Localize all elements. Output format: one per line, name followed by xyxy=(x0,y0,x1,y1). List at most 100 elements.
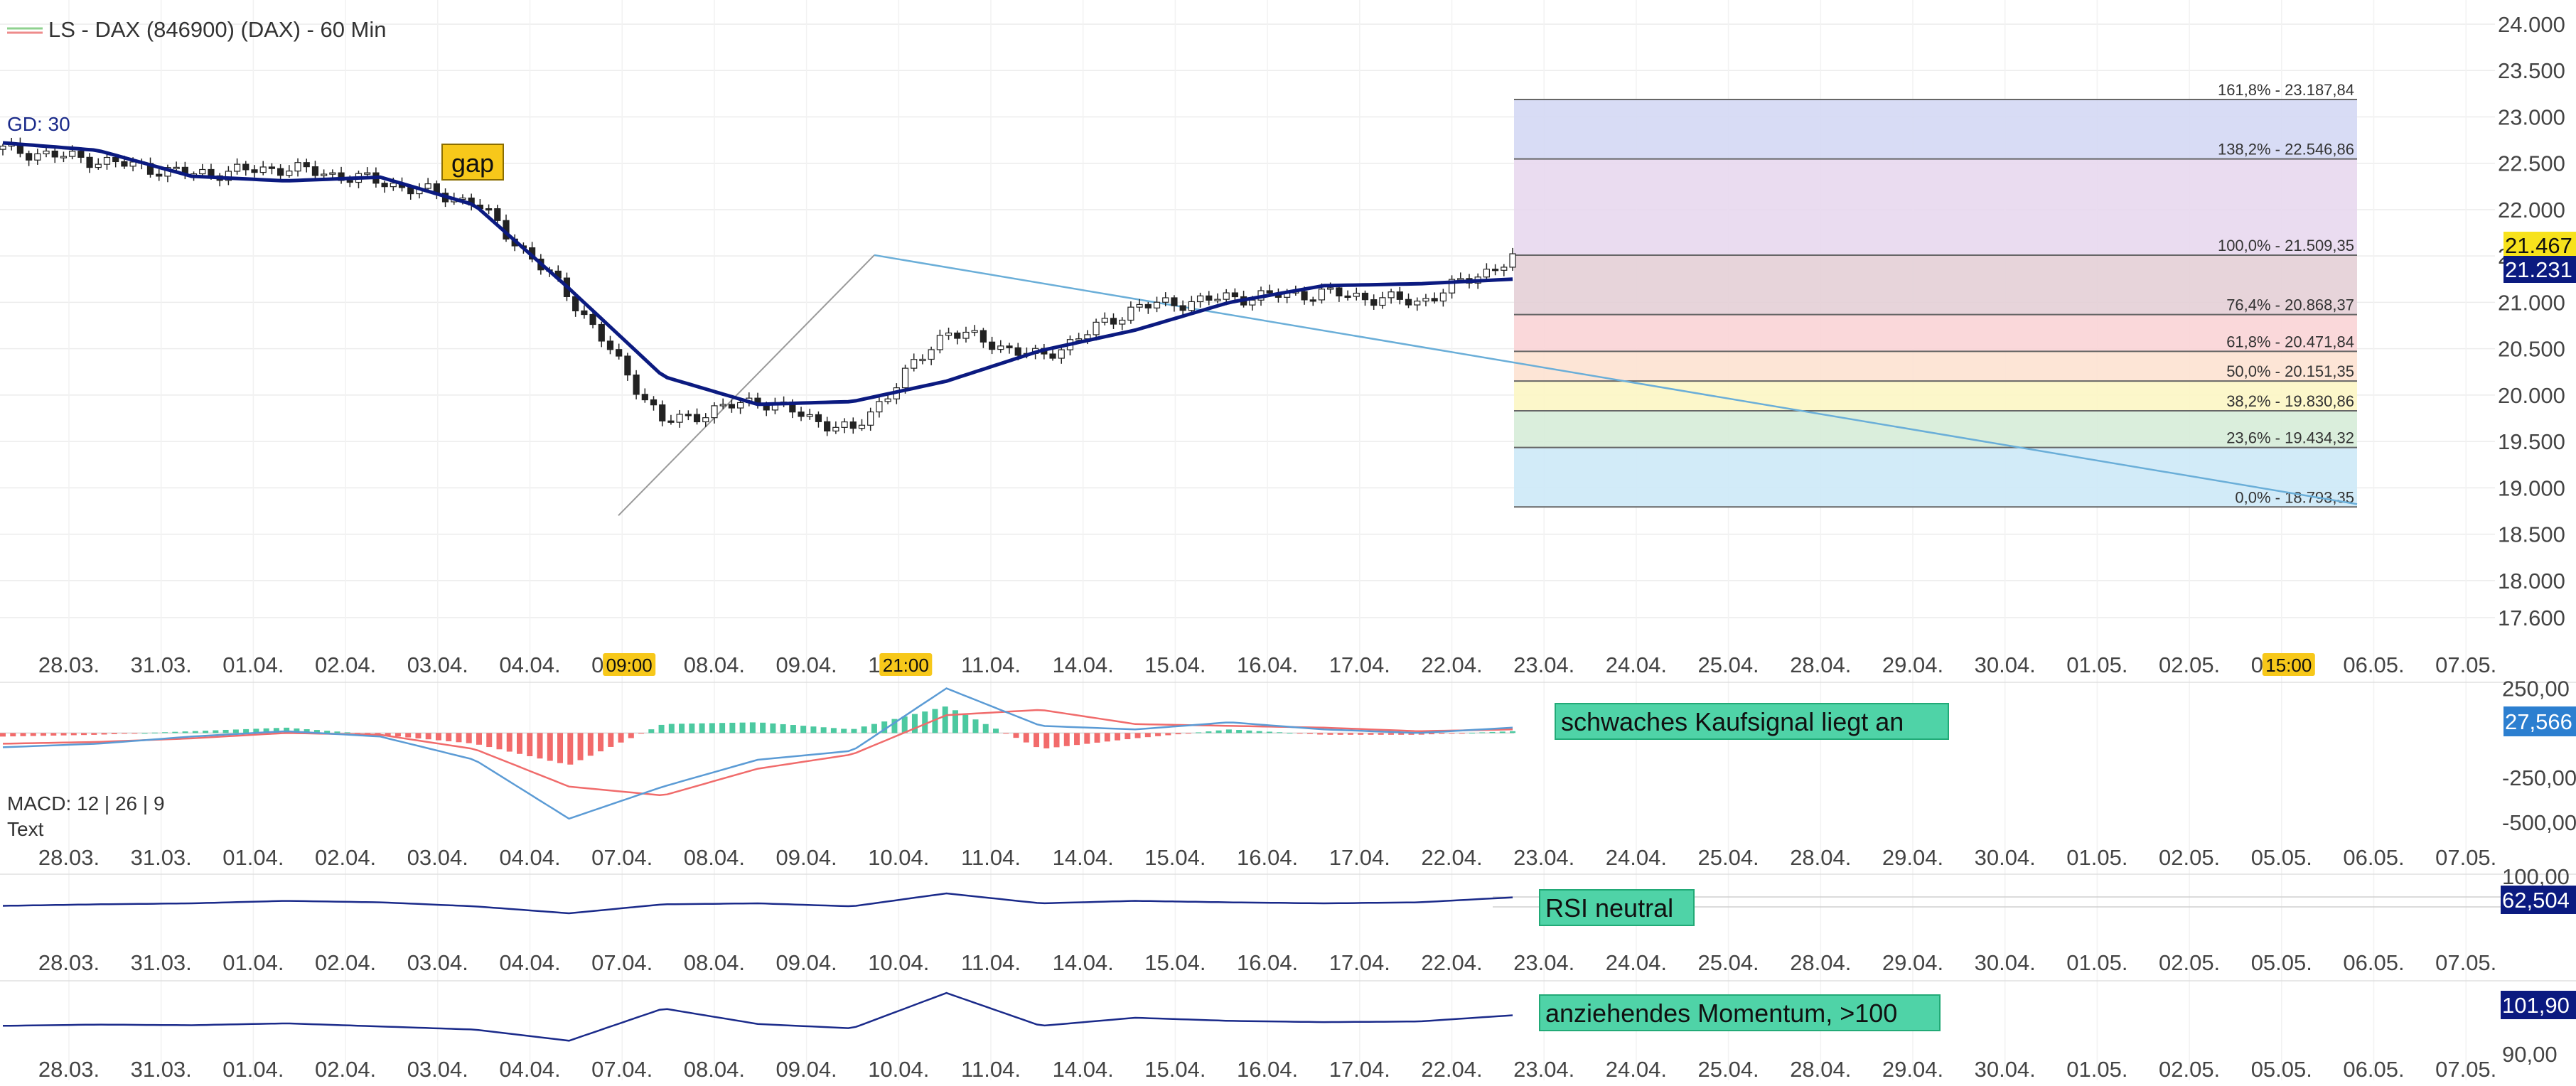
x-tick-label: 14.04. xyxy=(1053,1057,1114,1082)
candle-body xyxy=(156,173,163,177)
candle-body xyxy=(103,156,111,165)
time-marker-box xyxy=(2262,653,2315,676)
candle-body xyxy=(633,375,640,395)
macd-histogram-bar xyxy=(111,733,117,734)
x-tick-label: 06.05. xyxy=(2343,950,2404,975)
candle-body xyxy=(1231,292,1238,298)
candle-body xyxy=(876,401,883,413)
x-tick-label: 23.04. xyxy=(1513,652,1574,677)
candle-body xyxy=(311,166,319,176)
x-tick-label: 03.04. xyxy=(407,652,468,677)
macd-histogram-bar xyxy=(1225,729,1232,733)
candle-body xyxy=(1196,295,1204,303)
x-tick-label: 06.05. xyxy=(2343,1057,2404,1082)
macd-histogram-bar xyxy=(1277,732,1283,733)
fib-level-label: 138,2% - 22.546,86 xyxy=(2218,141,2354,158)
momentum-y-tick: 90,00 xyxy=(2502,1042,2558,1067)
candle-body xyxy=(1422,298,1429,302)
candle-body xyxy=(1344,295,1351,299)
candle-body xyxy=(69,151,76,157)
candle-body xyxy=(364,172,371,175)
rsi-line xyxy=(2,892,1513,915)
macd-histogram-bar xyxy=(284,727,290,733)
macd-histogram-bar xyxy=(1023,733,1029,743)
candle-body xyxy=(581,310,588,316)
x-tick-label: 06.05. xyxy=(2343,652,2404,677)
x-tick-label: 15.04. xyxy=(1144,1057,1206,1082)
candle-body xyxy=(641,394,648,401)
macd-value-tag xyxy=(2503,706,2576,736)
candle-body xyxy=(95,163,102,168)
x-tick-label: 24.04. xyxy=(1606,652,1667,677)
macd-sub-label: Text xyxy=(7,818,44,840)
x-tick-label: 02.04. xyxy=(315,845,376,870)
macd-histogram-bar xyxy=(1388,733,1394,735)
x-tick-label: 22.04. xyxy=(1421,1057,1482,1082)
candle-body xyxy=(286,171,293,176)
macd-histogram-bar xyxy=(1165,733,1171,736)
last-price-text: 21.467 xyxy=(2505,233,2572,258)
candle-body xyxy=(1457,278,1464,281)
candle-body xyxy=(719,404,726,407)
candle-body xyxy=(1162,297,1169,303)
candle-body xyxy=(112,156,119,163)
x-tick-label: 29.04. xyxy=(1882,652,1943,677)
candle-body xyxy=(954,332,961,339)
candle-body xyxy=(1370,299,1378,306)
macd-histogram-bar xyxy=(81,733,87,736)
gd-price-tag xyxy=(2503,256,2576,283)
x-tick-label: 23.04. xyxy=(1513,1057,1574,1082)
candle-body xyxy=(1084,334,1091,340)
macd-histogram-bar xyxy=(1206,731,1212,733)
x-tick-label: 08.04. xyxy=(684,950,745,975)
x-tick-label: 07.04. xyxy=(591,845,653,870)
candle-body xyxy=(1448,279,1456,294)
gap-annotation-label: gap xyxy=(451,149,494,178)
y-tick-label: 22.500 xyxy=(2498,151,2565,176)
macd-histogram-bar xyxy=(648,729,655,733)
x-tick-label: 30.04. xyxy=(1975,1057,2036,1082)
x-tick-label: 29.04. xyxy=(1882,1057,1943,1082)
candle-body xyxy=(424,183,431,189)
macd-histogram-bar xyxy=(1246,730,1252,733)
macd-histogram-bar xyxy=(972,719,979,733)
candle-body xyxy=(702,417,709,423)
candle-body xyxy=(1439,292,1447,302)
macd-histogram-bar xyxy=(162,732,168,733)
macd-histogram-bar xyxy=(1378,733,1384,735)
candle-body xyxy=(346,180,353,183)
x-tick-label: 23.04. xyxy=(1513,950,1574,975)
candle-body xyxy=(841,421,848,428)
candle-body xyxy=(901,367,909,389)
x-tick-label: 02.04. xyxy=(315,652,376,677)
candle-body xyxy=(51,150,58,158)
macd-histogram-bar xyxy=(861,726,867,733)
x-tick-label: 04.04. xyxy=(499,845,560,870)
time-marker-label: 15:00 xyxy=(2265,655,2312,676)
macd-histogram-bar xyxy=(901,716,908,733)
macd-histogram-bar xyxy=(1104,733,1110,742)
time-marker-label: 09:00 xyxy=(606,655,653,676)
macd-y-tick: -500,00 xyxy=(2502,810,2576,835)
macd-histogram-bar xyxy=(922,711,928,733)
candle-body xyxy=(589,313,596,326)
fib-band xyxy=(1514,410,2357,448)
candle-body xyxy=(1006,345,1013,348)
candle-body xyxy=(815,414,822,422)
macd-histogram-bar xyxy=(10,733,16,737)
candle-body xyxy=(381,183,388,188)
macd-histogram-bar xyxy=(20,733,26,736)
macd-histogram-bar xyxy=(1063,733,1070,746)
x-tick-label: 25.04. xyxy=(1697,1057,1759,1082)
momentum-value-tag xyxy=(2501,991,2576,1019)
candle-body xyxy=(1309,299,1316,302)
x-tick-label: 28.03. xyxy=(38,845,100,870)
candle-body xyxy=(303,162,310,168)
trend-drawings xyxy=(618,254,2358,517)
candle-body xyxy=(0,145,6,150)
x-tick-label: 28.04. xyxy=(1790,845,1851,870)
y-tick-label: 18.500 xyxy=(2498,522,2565,547)
macd-histogram-bar xyxy=(375,733,381,735)
macd-value-text: 27,566 xyxy=(2505,709,2572,734)
macd-histogram-bar xyxy=(1115,733,1121,741)
